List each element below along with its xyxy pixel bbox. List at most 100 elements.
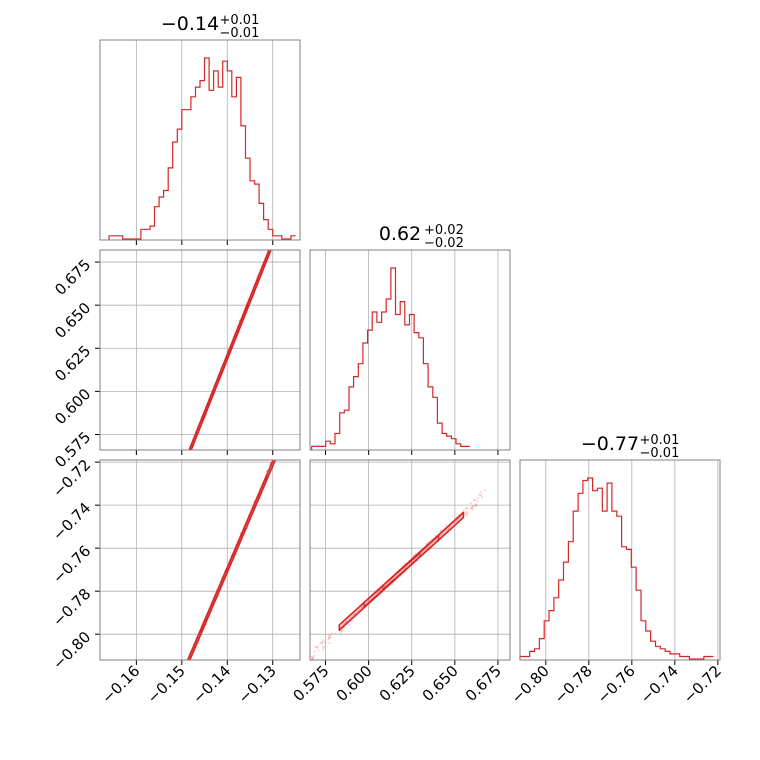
sample-point [348, 623, 351, 626]
sample-point [313, 650, 316, 653]
sample-point [466, 510, 469, 513]
sample-point [179, 477, 181, 479]
y-tick-label-2-4: 0.650 [51, 299, 94, 342]
sample-point [149, 750, 151, 752]
title-plus-error-2: +0.02 [424, 223, 464, 238]
sample-point [327, 636, 330, 639]
sample-point [153, 745, 155, 747]
sample-point [172, 696, 174, 698]
sample-point [470, 506, 473, 509]
sample-point [444, 523, 448, 527]
histogram-frame-3 [519, 459, 721, 661]
sample-point [163, 717, 165, 719]
x-tick-label-3-4: −0.74 [637, 662, 682, 707]
sample-point [164, 511, 166, 513]
sample-point [328, 642, 331, 645]
sample-point [311, 655, 314, 658]
sample-point [480, 495, 484, 499]
x-tick-label-2-2: 0.600 [333, 662, 376, 705]
sample-point [479, 494, 482, 497]
sample-point [185, 669, 187, 671]
density-fill [189, 250, 271, 450]
histogram-panel-3 [519, 460, 719, 665]
sample-point [466, 512, 469, 515]
sample-point [177, 476, 179, 478]
x-tick-label-2-1: 0.575 [289, 662, 332, 705]
pair-marks-2 [149, 444, 280, 752]
sample-point [185, 463, 187, 465]
x-tick-label-2-5: 0.675 [462, 662, 505, 705]
sample-point [322, 646, 325, 649]
sample-point [276, 452, 278, 454]
x-tick-label-1-2: −0.15 [144, 662, 189, 707]
sample-point [184, 668, 186, 670]
sample-point [155, 742, 157, 744]
sample-point [173, 697, 175, 699]
panel-title-3: −0.77 [581, 433, 639, 455]
sample-point [285, 208, 287, 210]
x-tick-label-2-3: 0.625 [376, 662, 419, 705]
sample-point [476, 499, 479, 503]
sample-point [339, 631, 342, 634]
sample-point [275, 454, 277, 456]
sample-point [173, 495, 175, 497]
sample-point [484, 489, 487, 492]
sample-point [474, 505, 477, 508]
x-tick-label-1-1: −0.16 [98, 662, 143, 707]
pair-marks-1 [146, 208, 287, 558]
sample-point [322, 645, 325, 648]
panel-title-1: −0.14 [161, 13, 219, 35]
sample-point [167, 508, 169, 510]
sample-point [163, 517, 165, 519]
sample-point [153, 542, 155, 544]
sample-point [342, 623, 345, 626]
sample-point [334, 632, 337, 635]
sample-point [323, 641, 326, 644]
title-minus-error-2: −0.02 [424, 236, 464, 251]
sample-point [146, 556, 148, 558]
density-fill [188, 460, 275, 660]
sample-point [147, 555, 149, 557]
sample-point [159, 730, 161, 732]
y-tick-label-3-1: −0.80 [49, 628, 94, 673]
sample-point [282, 220, 284, 222]
sample-point [321, 641, 324, 645]
pair-panel-3 [310, 460, 510, 665]
x-tick-label-1-4: −0.13 [235, 662, 280, 707]
histogram-step-1 [108, 57, 296, 240]
sample-point [340, 629, 343, 632]
sample-point [327, 638, 330, 641]
sample-point [169, 497, 171, 499]
title-minus-error-3: −0.01 [640, 446, 680, 461]
y-tick-label-2-5: 0.675 [51, 256, 94, 299]
y-tick-label-3-4: −0.74 [49, 499, 94, 544]
sample-point [328, 634, 331, 637]
sample-point [282, 216, 284, 218]
sample-point [169, 703, 171, 705]
panel-title-2: 0.62 [379, 223, 421, 245]
sample-point [464, 507, 467, 510]
sample-point [276, 456, 278, 458]
sample-point [439, 529, 442, 532]
histogram-step-3 [519, 477, 714, 660]
sample-point [185, 457, 187, 459]
sample-point [190, 452, 192, 454]
sample-point [278, 444, 280, 446]
sample-point [156, 733, 158, 735]
y-tick-label-3-2: −0.78 [49, 585, 94, 630]
sample-point [343, 627, 346, 630]
sample-point [471, 506, 474, 509]
sample-point [391, 583, 394, 586]
x-tick-label-2-4: 0.650 [419, 662, 462, 705]
sample-point [174, 692, 176, 694]
sample-point [328, 637, 331, 640]
sample-point [276, 226, 278, 228]
x-tick-label-3-5: −0.72 [680, 662, 725, 707]
sample-point [165, 711, 167, 713]
sample-point [185, 463, 187, 465]
sample-point [158, 532, 160, 534]
sample-point [360, 606, 363, 609]
sample-point [321, 648, 324, 651]
sample-point [167, 712, 169, 714]
